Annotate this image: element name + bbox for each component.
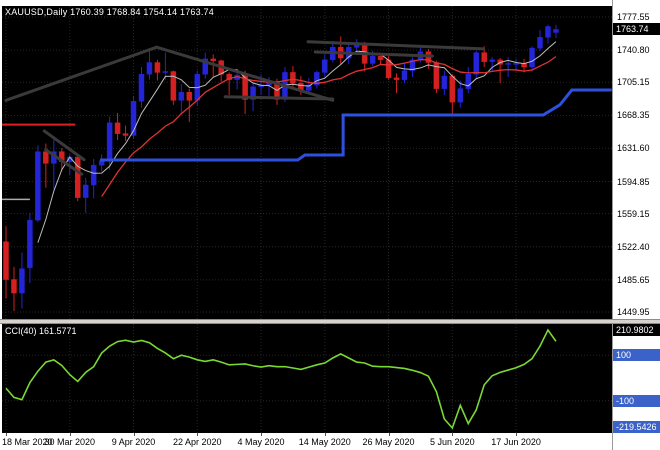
ma-slow-line: [101, 56, 557, 197]
date-axis[interactable]: 18 Mar 2020 30 Mar 2020 9 Apr 2020 22 Apr 2…: [0, 433, 612, 450]
date-tick: [388, 433, 390, 436]
blue-step-line: [100, 88, 612, 162]
cci-indicator-label: CCI(40) 161.5771: [5, 326, 77, 336]
date-tick: [6, 433, 7, 436]
cci-level-badge: 100: [613, 349, 660, 362]
price-axis-label: 1522.40: [617, 241, 650, 252]
trendlines-group: [4, 40, 485, 176]
price-axis[interactable]: 1777.55 1740.80 1705.15 1668.35 1631.60 1594.…: [612, 0, 660, 450]
price-current-badge: 1763.74: [613, 23, 660, 36]
price-axis-label: 1740.80: [617, 45, 650, 56]
cci-line: [5, 328, 557, 430]
price-axis-label: 1559.15: [617, 208, 650, 219]
price-axis-label: 1449.95: [617, 307, 650, 317]
date-tick: [197, 433, 199, 436]
pane-separator[interactable]: [0, 319, 660, 324]
date-tick: [516, 433, 518, 436]
cci-grid-lines: [2, 324, 612, 433]
date-tick: [261, 433, 263, 436]
date-tick: [133, 433, 135, 436]
date-axis-label: 4 May 2020: [237, 437, 285, 447]
date-axis-label: 26 May 2020: [362, 437, 415, 447]
date-axis-label: 30 Mar 2020: [44, 437, 96, 447]
chart-title: XAUUSD,Daily 1760.39 1768.84 1754.14 176…: [5, 7, 214, 17]
date-axis-label: 22 Apr 2020: [172, 437, 222, 447]
cci-indicator-pane[interactable]: CCI(40) 161.5771: [2, 324, 612, 433]
price-axis-label: 1631.60: [617, 143, 650, 154]
cci-chart-svg[interactable]: [2, 324, 612, 433]
price-chart-svg[interactable]: [2, 6, 612, 319]
price-axis-label: 1594.85: [617, 176, 650, 187]
date-axis-label: 14 May 2020: [298, 437, 351, 447]
price-chart-pane[interactable]: XAUUSD,Daily 1760.39 1768.84 1754.14 176…: [2, 6, 612, 319]
price-axis-label: 1705.15: [617, 77, 650, 88]
ma-fast-line: [37, 41, 557, 243]
price-axis-label: 1668.35: [617, 110, 650, 121]
date-axis-label: 5 Jun 2020: [430, 437, 475, 447]
date-tick: [324, 433, 326, 436]
price-axis-label: 1777.55: [617, 12, 650, 22]
candles-group: [3, 24, 559, 312]
date-axis-label: 17 Jun 2020: [491, 437, 541, 447]
cci-level-badge: -100: [613, 394, 660, 407]
date-tick: [452, 433, 454, 436]
price-axis-label: 1485.65: [617, 274, 650, 285]
date-axis-label: 18 Mar 2020: [2, 437, 53, 447]
cci-scale-min-badge: -219.5426: [613, 421, 660, 433]
cci-scale-max-badge: 210.9802: [613, 324, 660, 336]
date-axis-label: 9 Apr 2020: [111, 437, 156, 447]
date-tick: [69, 433, 71, 436]
